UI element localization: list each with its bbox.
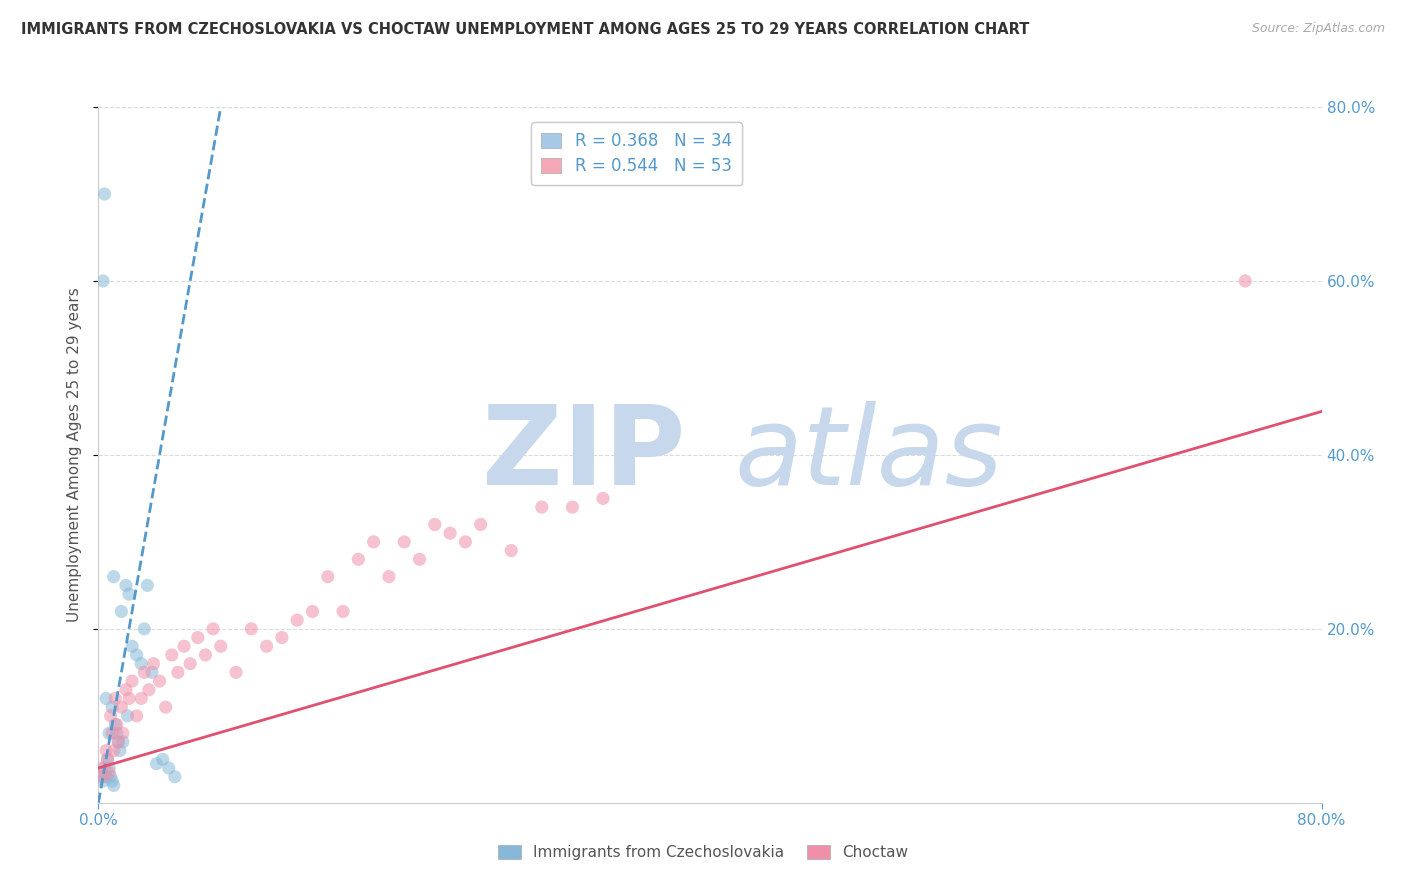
Legend: R = 0.368   N = 34, R = 0.544   N = 53: R = 0.368 N = 34, R = 0.544 N = 53 bbox=[531, 122, 742, 185]
Point bbox=[104, 691, 127, 706]
Point bbox=[332, 605, 354, 619]
Point bbox=[240, 622, 263, 636]
Point bbox=[592, 491, 614, 506]
Point bbox=[100, 708, 122, 723]
Point bbox=[101, 774, 124, 789]
Point bbox=[285, 613, 308, 627]
Point bbox=[160, 648, 183, 662]
Text: IMMIGRANTS FROM CZECHOSLOVAKIA VS CHOCTAW UNEMPLOYMENT AMONG AGES 25 TO 29 YEARS: IMMIGRANTS FROM CZECHOSLOVAKIA VS CHOCTA… bbox=[21, 22, 1029, 37]
Text: atlas: atlas bbox=[734, 401, 1002, 508]
Point bbox=[91, 274, 114, 288]
Point bbox=[103, 570, 125, 584]
Point bbox=[392, 534, 416, 549]
Point bbox=[105, 717, 128, 731]
Point bbox=[316, 570, 339, 584]
Point bbox=[179, 657, 201, 671]
Point bbox=[101, 726, 124, 740]
Point bbox=[118, 691, 141, 706]
Point bbox=[110, 700, 132, 714]
Point bbox=[408, 552, 430, 566]
Point bbox=[111, 735, 134, 749]
Point bbox=[104, 717, 127, 731]
Point bbox=[105, 726, 128, 740]
Point bbox=[115, 682, 138, 697]
Point bbox=[110, 605, 132, 619]
Point bbox=[423, 517, 446, 532]
Point bbox=[129, 657, 152, 671]
Point bbox=[270, 631, 292, 645]
Point bbox=[256, 639, 278, 653]
Point bbox=[439, 526, 461, 541]
Point bbox=[118, 587, 141, 601]
Point bbox=[97, 752, 120, 766]
Point bbox=[167, 665, 190, 680]
Point bbox=[470, 517, 492, 532]
Point bbox=[103, 744, 125, 758]
Point bbox=[125, 648, 148, 662]
Point bbox=[134, 622, 156, 636]
Point bbox=[108, 744, 131, 758]
Point bbox=[98, 761, 121, 775]
Point bbox=[209, 639, 232, 653]
Point bbox=[530, 500, 553, 514]
Point bbox=[107, 735, 129, 749]
Point bbox=[115, 578, 138, 592]
Legend: Immigrants from Czechoslovakia, Choctaw: Immigrants from Czechoslovakia, Choctaw bbox=[492, 839, 914, 866]
Point bbox=[91, 770, 114, 784]
Point bbox=[561, 500, 583, 514]
Point bbox=[1234, 274, 1257, 288]
Point bbox=[134, 665, 156, 680]
Point bbox=[121, 674, 143, 689]
Point bbox=[129, 691, 152, 706]
Point bbox=[111, 726, 134, 740]
Point bbox=[97, 752, 120, 766]
Point bbox=[155, 700, 177, 714]
Point bbox=[107, 735, 129, 749]
Y-axis label: Unemployment Among Ages 25 to 29 years: Unemployment Among Ages 25 to 29 years bbox=[67, 287, 83, 623]
Point bbox=[94, 770, 117, 784]
Point bbox=[149, 674, 172, 689]
Point bbox=[94, 744, 117, 758]
Point bbox=[94, 691, 117, 706]
Point bbox=[90, 761, 112, 775]
Point bbox=[347, 552, 370, 566]
Point bbox=[157, 761, 180, 775]
Point bbox=[163, 770, 186, 784]
Point bbox=[101, 700, 124, 714]
Point bbox=[100, 770, 122, 784]
Point bbox=[121, 639, 143, 653]
Text: Source: ZipAtlas.com: Source: ZipAtlas.com bbox=[1251, 22, 1385, 36]
Point bbox=[194, 648, 217, 662]
Point bbox=[98, 726, 121, 740]
Point bbox=[98, 765, 121, 780]
Point bbox=[187, 631, 209, 645]
Point bbox=[173, 639, 195, 653]
Point bbox=[91, 774, 114, 789]
Point bbox=[378, 570, 401, 584]
Point bbox=[501, 543, 523, 558]
Point bbox=[103, 778, 125, 792]
Point bbox=[117, 708, 139, 723]
Point bbox=[152, 752, 174, 766]
Point bbox=[301, 605, 323, 619]
Point bbox=[454, 534, 477, 549]
Point bbox=[93, 187, 115, 202]
Point bbox=[363, 534, 385, 549]
Point bbox=[136, 578, 159, 592]
Point bbox=[225, 665, 247, 680]
Point bbox=[202, 622, 225, 636]
Point bbox=[142, 657, 165, 671]
Point bbox=[90, 770, 112, 784]
Point bbox=[93, 761, 115, 775]
Text: ZIP: ZIP bbox=[482, 401, 686, 508]
Point bbox=[125, 708, 148, 723]
Point bbox=[145, 756, 167, 771]
Point bbox=[141, 665, 163, 680]
Point bbox=[138, 682, 160, 697]
